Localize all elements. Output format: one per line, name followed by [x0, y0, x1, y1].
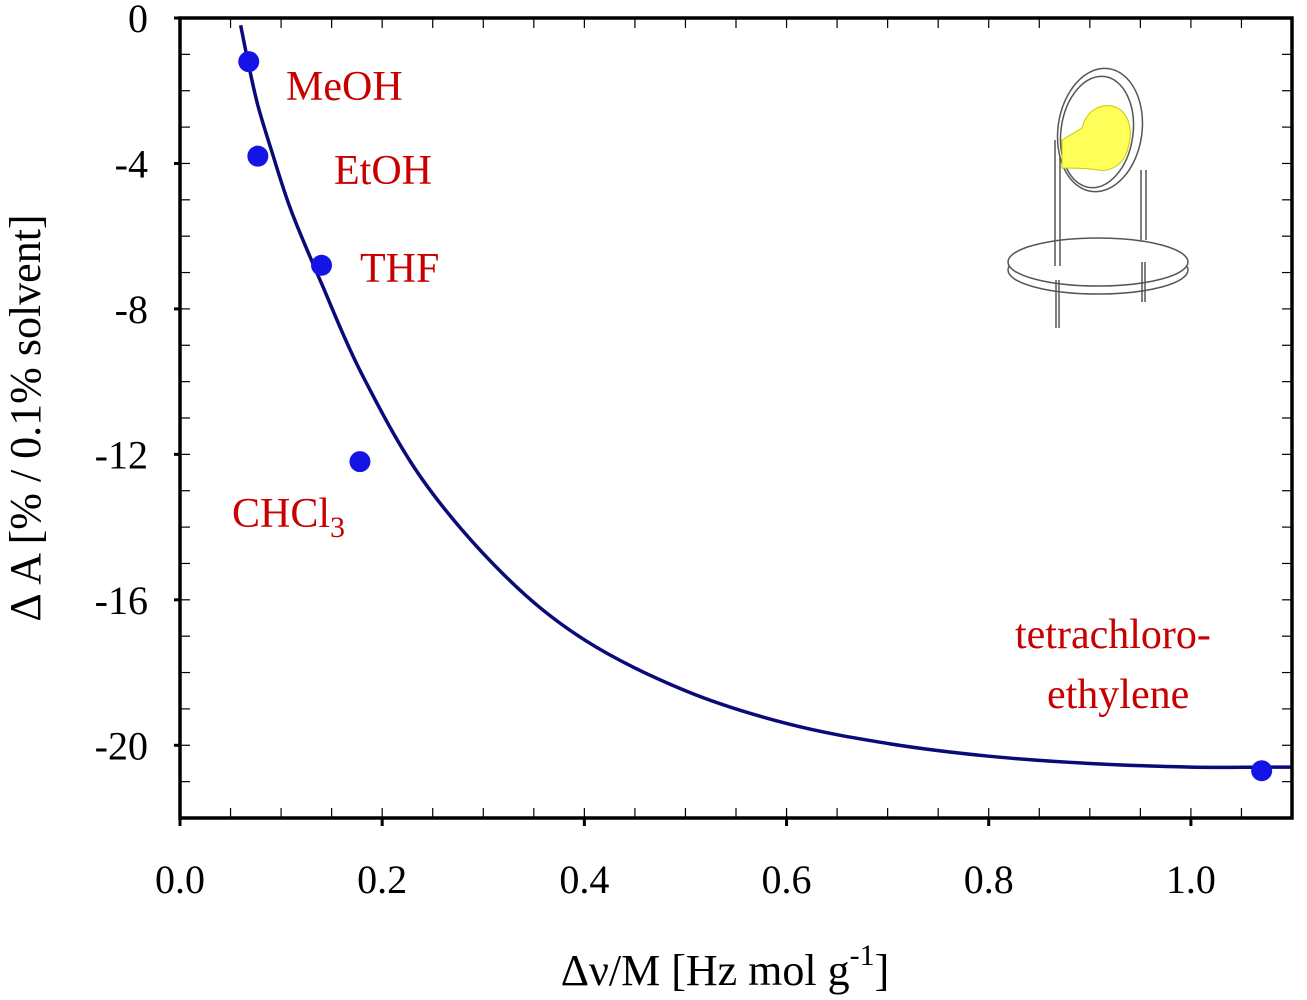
x-tick-labels: 0.0 0.2 0.4 0.6 0.8 1.0 [155, 857, 1216, 902]
fit-curve [238, 24, 1292, 770]
data-points [238, 51, 1273, 782]
x-tick-label: 0.6 [762, 857, 812, 902]
label-etoh: EtOH [334, 148, 432, 194]
data-point-etoh [247, 145, 269, 167]
x-tick-label: 0.2 [357, 857, 407, 902]
label-ethylene: ethylene [1047, 672, 1189, 718]
plot-frame [178, 16, 1294, 820]
x-tick-label: 0.4 [559, 857, 609, 902]
y-tick-label: -20 [95, 723, 148, 768]
y-tick-label: -12 [95, 432, 148, 477]
data-point-meoh [238, 51, 260, 73]
data-point-tetrachloroethylene [1251, 760, 1273, 782]
x-tick-label: 0.0 [155, 857, 205, 902]
data-point-chcl3 [349, 451, 371, 473]
x-tick-label: 0.8 [964, 857, 1014, 902]
label-thf: THF [360, 246, 439, 292]
x-tick-label: 1.0 [1166, 857, 1216, 902]
y-tick-labels: 0 -4 -8 -12 -16 -20 [95, 0, 148, 768]
y-tick-label: -8 [115, 287, 148, 332]
label-meoh: MeOH [286, 64, 403, 110]
label-tetrachloro: tetrachloro- [1015, 612, 1211, 658]
inset-base-top [1007, 237, 1189, 287]
y-tick-label: -4 [115, 141, 148, 186]
inset-electrode-spot [1061, 105, 1131, 171]
y-tick-label: -16 [95, 578, 148, 623]
y-tick-label: 0 [128, 0, 148, 41]
data-point-thf [311, 254, 333, 276]
x-axis-title: Δν/M [Hz mol g-1] [561, 939, 890, 995]
y-axis-title: Δ A [% / 0.1% solvent] [1, 214, 50, 621]
label-chcl3: CHCl3 [232, 491, 345, 544]
crystal-inset-drawing [1007, 67, 1189, 328]
